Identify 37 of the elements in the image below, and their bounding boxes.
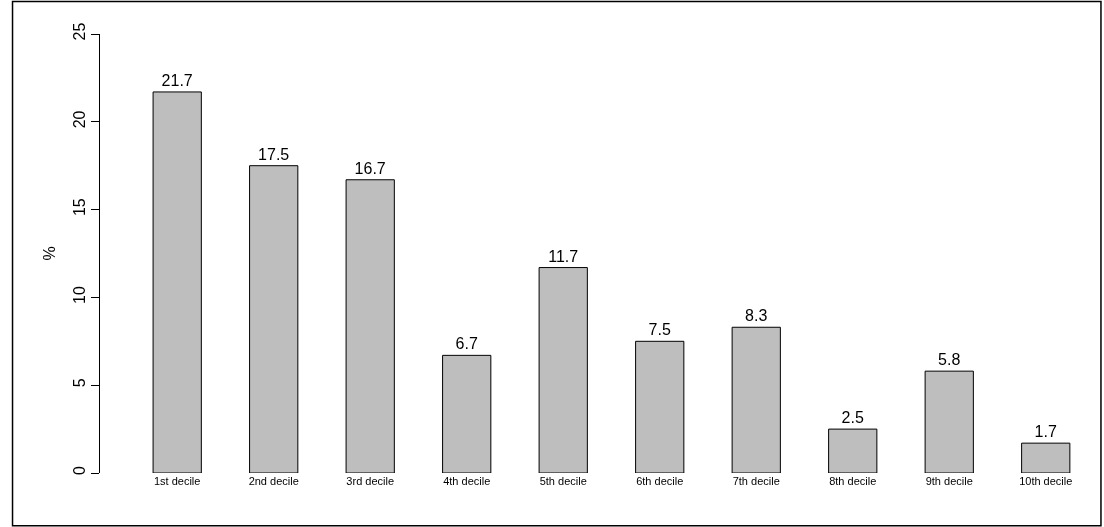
data-label: 21.7 [161, 71, 193, 89]
data-label: 11.7 [548, 247, 579, 265]
y-tick-label: 25 [70, 22, 88, 41]
y-axis-title: % [41, 246, 59, 261]
y-tick-label: 10 [70, 286, 88, 304]
y-tick-label: 20 [70, 110, 88, 129]
x-tick-label: 8th decile [829, 475, 877, 487]
data-label: 8.3 [745, 307, 768, 325]
bar [442, 354, 492, 473]
bar [345, 179, 395, 473]
x-tick-label: 1st decile [153, 475, 201, 487]
y-tick-label: 0 [70, 466, 88, 476]
data-label: 17.5 [258, 145, 290, 163]
x-tick-label: 6th decile [636, 475, 684, 487]
y-tick-label: 15 [70, 198, 88, 217]
x-tick-label: 9th decile [925, 475, 973, 487]
data-label: 1.7 [1034, 423, 1057, 441]
x-tick-label: 4th decile [443, 475, 491, 487]
x-tick-label: 10th decile [1019, 475, 1073, 487]
bar [924, 370, 974, 473]
bar [731, 326, 781, 473]
bar [152, 91, 202, 473]
bar [249, 165, 299, 473]
bar [1021, 442, 1071, 473]
bar [635, 340, 685, 473]
data-label: 2.5 [841, 409, 864, 427]
bar [828, 428, 878, 473]
x-tick-label: 7th decile [732, 475, 780, 487]
data-label: 7.5 [648, 321, 671, 339]
data-label: 6.7 [455, 335, 478, 353]
bar [538, 267, 588, 473]
x-tick-label: 2nd decile [248, 475, 299, 487]
y-tick-label: 5 [70, 378, 88, 388]
x-tick-label: 3rd decile [346, 475, 395, 487]
x-tick-label: 5th decile [539, 475, 587, 487]
data-label: 5.8 [938, 351, 961, 369]
data-label: 16.7 [354, 159, 386, 177]
